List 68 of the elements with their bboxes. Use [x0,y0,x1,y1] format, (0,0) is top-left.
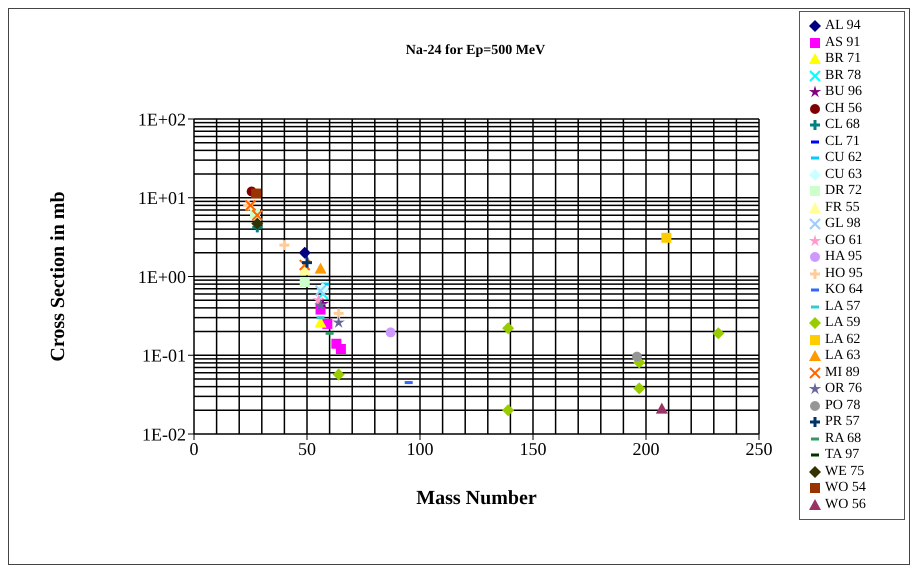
point [300,256,314,270]
point [712,327,724,340]
y-tick-label: 1E+02 [138,109,186,130]
x-tick-label: 250 [746,438,772,459]
legend-label: FR 55 [825,200,860,216]
legend-label: LA 57 [825,298,860,315]
legend-label: TA 97 [825,447,860,464]
point [336,344,346,354]
legend-label: CU 62 [825,150,862,166]
legend-label: DR 72 [825,183,862,200]
x-axis-title: Mass Number [416,487,537,509]
point [278,238,291,252]
point [502,404,514,416]
point [661,232,672,243]
point [316,288,329,300]
point [502,322,514,334]
y-tick-label: 1E-02 [142,424,186,444]
chart-title: Na-24 for Ep=500 MeV [404,43,546,59]
legend-label: OR 76 [825,381,862,398]
legend-label: BR 78 [825,68,862,84]
legend-label: CH 56 [825,100,862,117]
legend-label: LA 62 [825,332,860,348]
legend-label: CU 63 [825,166,862,183]
point [632,352,642,362]
point [332,316,345,328]
point [332,368,345,380]
legend-label: WO 54 [825,480,866,496]
x-tick-label: 0 [190,438,198,459]
legend-label: CL 71 [825,134,860,150]
x-tick-label: 100 [406,438,434,459]
x-tick-label: 200 [632,438,660,459]
legend-label: PO 78 [825,398,860,414]
legend-label: BU 96 [825,84,862,100]
point [386,327,396,338]
point [298,258,311,271]
point [298,246,311,259]
y-tick-label: 1E+01 [138,188,186,208]
x-tick-label: 50 [298,438,316,459]
point [314,298,327,311]
legend-label: PR 57 [825,414,860,430]
legend-label: WE 75 [825,464,864,480]
point [251,209,264,222]
legend-label: MI 89 [825,364,860,381]
x-tick-label: 150 [520,438,546,459]
legend-label: LA 59 [825,315,860,332]
point [244,199,256,212]
y-tick-label: 1E+00 [138,266,186,287]
point [332,306,346,320]
legend-label: GO 61 [825,232,863,249]
legend-label: KO 64 [825,282,863,298]
legend-label: WO 56 [825,496,866,513]
legend-label: CL 68 [825,117,860,134]
legend-label: AS 91 [825,34,860,51]
legend-label: HA 95 [825,249,862,266]
legend-label: HO 95 [825,266,863,282]
y-axis-title: Cross Section in mb [47,191,70,362]
point [251,188,262,199]
legend-label: GL 98 [825,216,861,232]
legend-label: BR 71 [825,51,862,68]
y-tick-label: 1E-01 [142,346,186,366]
point [251,218,264,230]
legend-label: AL 94 [825,18,861,34]
legend-label: LA 63 [825,348,860,364]
point [314,262,327,274]
point [633,382,646,394]
legend-label: RA 68 [825,430,862,447]
point [656,402,668,414]
point [300,277,310,288]
